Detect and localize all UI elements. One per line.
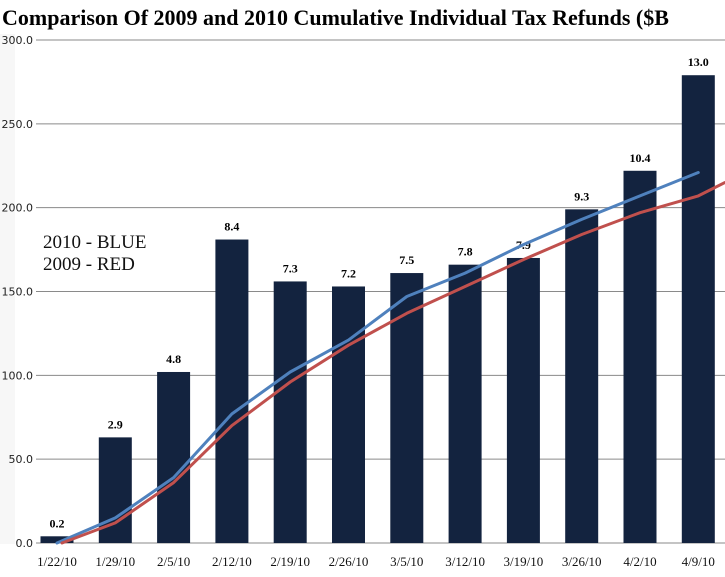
y-tick-label: 100.0: [2, 369, 34, 382]
y-axis-ticks: 0.0 50.0 100.0 150.0 200.0 250.0 300.0: [2, 34, 34, 550]
chart-title: Comparison Of 2009 and 2010 Cumulative I…: [2, 5, 669, 30]
x-axis-ticks: 1/22/10 1/29/10 2/5/10 2/12/10 2/19/10 2/26/1…: [37, 554, 715, 569]
data-label: 2.9: [108, 417, 123, 431]
y-tick-label: 150.0: [2, 286, 34, 299]
data-label: 7.3: [283, 261, 298, 275]
x-tick-label: 4/2/10: [623, 554, 656, 569]
data-label: 9.3: [574, 189, 589, 203]
lines: [55, 171, 725, 545]
data-label: 0.2: [50, 516, 65, 530]
bar: [98, 437, 132, 543]
data-label: 8.4: [224, 220, 239, 234]
bar: [506, 257, 540, 543]
bar: [623, 170, 657, 543]
x-tick-label: 3/19/10: [504, 554, 544, 569]
bar: [332, 286, 365, 543]
x-tick-label: 4/9/10: [682, 554, 715, 569]
legend-2009-red: 2009 - RED: [43, 254, 135, 275]
bar: [273, 281, 307, 543]
x-tick-label: 1/29/10: [95, 554, 135, 569]
data-label: 7.5: [399, 253, 414, 267]
bar: [681, 75, 715, 544]
x-tick-label: 2/19/10: [270, 554, 310, 569]
data-label: 7.2: [341, 266, 356, 280]
y-axis-band: [0, 34, 15, 544]
bars: [40, 75, 715, 544]
data-label: 7.8: [458, 245, 473, 259]
y-tick-label: 250.0: [2, 118, 34, 131]
data-label: 13.0: [688, 55, 709, 69]
x-tick-label: 3/5/10: [390, 554, 423, 569]
x-tick-label: 3/12/10: [445, 554, 485, 569]
data-label: 4.8: [166, 352, 181, 366]
bar: [215, 239, 249, 544]
legend-2010-blue: 2010 - BLUE: [43, 232, 146, 253]
line-series-2009: [60, 181, 725, 545]
legend-annotation: 2010 - BLUE 2009 - RED: [43, 232, 146, 275]
x-tick-label: 2/5/10: [157, 554, 190, 569]
gridlines: [36, 39, 725, 544]
bar: [157, 371, 191, 543]
y-tick-label: 0.0: [16, 537, 34, 550]
x-tick-label: 1/22/10: [37, 554, 77, 569]
y-tick-label: 300.0: [2, 34, 34, 47]
x-tick-label: 2/26/10: [329, 554, 369, 569]
line-series-2010: [55, 171, 700, 545]
data-label: 10.4: [630, 151, 651, 165]
bar: [565, 209, 599, 544]
x-tick-label: 2/12/10: [212, 554, 252, 569]
y-tick-label: 200.0: [2, 202, 34, 215]
bar: [448, 264, 482, 543]
bar: [40, 536, 74, 543]
x-tick-label: 3/26/10: [562, 554, 602, 569]
y-tick-label: 50.0: [9, 453, 34, 466]
